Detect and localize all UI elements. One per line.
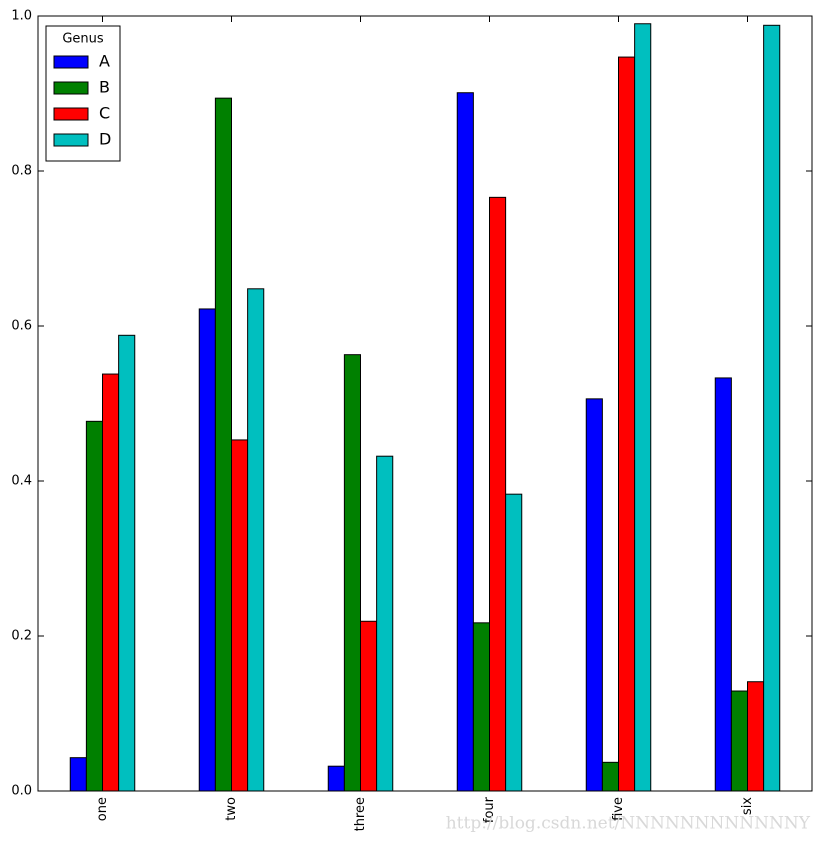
y-tick-label: 0.6 [11, 319, 32, 334]
bar [456, 92, 474, 792]
watermark: http://blog.csdn.net/NNNNNNNNNNNNY [446, 814, 811, 834]
legend-swatch [53, 55, 89, 69]
bar [327, 765, 345, 792]
legend-label: B [99, 78, 110, 97]
bar [247, 288, 265, 792]
bar [601, 761, 619, 792]
legend-label: C [99, 104, 110, 123]
x-tick-label: six [740, 797, 755, 815]
bar [747, 681, 765, 792]
plot-area [37, 15, 813, 792]
bar [360, 620, 378, 792]
bar [69, 757, 87, 792]
y-tick-label: 0.0 [11, 784, 32, 799]
bar [102, 373, 120, 792]
x-tick-label: three [353, 797, 368, 831]
bar [85, 420, 103, 792]
bar [376, 455, 394, 792]
x-tick-label: two [224, 797, 239, 821]
legend-title: Genus [62, 32, 104, 47]
bar [198, 308, 216, 792]
bar [763, 24, 781, 792]
bar [118, 334, 136, 792]
bar [343, 354, 361, 792]
bar [618, 56, 636, 792]
legend-swatch [53, 81, 89, 95]
bar [585, 398, 603, 792]
bar [231, 439, 249, 792]
bar [714, 377, 732, 792]
bar [634, 23, 652, 792]
bar [214, 97, 232, 792]
x-tick-label: one [95, 797, 110, 821]
bar [489, 196, 507, 792]
x-tick-label: four [482, 796, 497, 823]
legend-label: D [99, 130, 111, 149]
bar [472, 622, 490, 792]
bar [730, 690, 748, 792]
plot-frame [37, 15, 813, 792]
y-tick-label: 0.2 [11, 629, 32, 644]
y-tick-label: 1.0 [11, 9, 32, 24]
bar [505, 493, 523, 792]
x-tick-label: five [611, 797, 626, 821]
legend-label: A [99, 52, 110, 71]
legend-swatch [53, 107, 89, 121]
legend-swatch [53, 133, 89, 147]
y-tick-label: 0.8 [11, 164, 32, 179]
y-tick-label: 0.4 [11, 474, 32, 489]
